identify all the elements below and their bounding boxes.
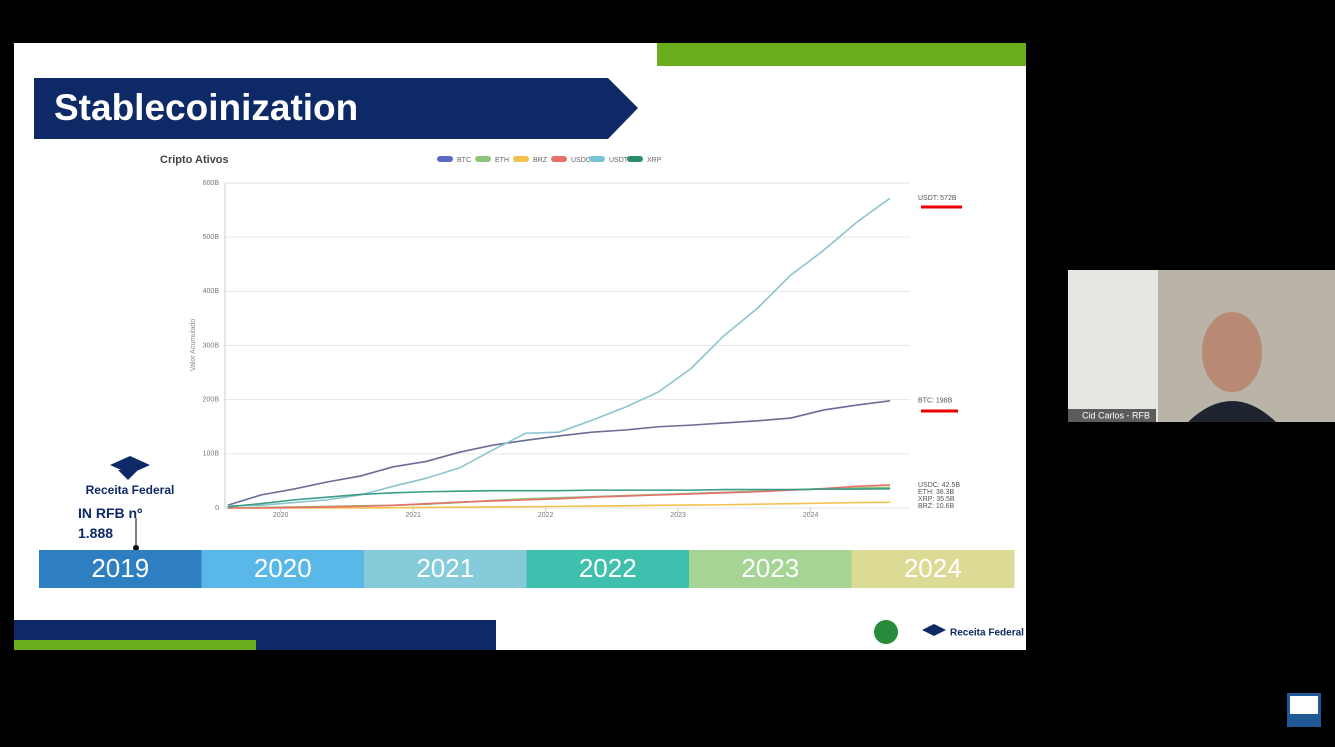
x-tick-label: 2023 bbox=[670, 512, 686, 519]
note-box: IN RFB nº 1.888 bbox=[78, 505, 143, 541]
end-label: ETH: 38.3B bbox=[918, 489, 955, 496]
timeline-year: 2019 bbox=[91, 553, 149, 583]
legend-label: BRZ bbox=[533, 157, 548, 164]
x-tick-label: 2024 bbox=[803, 512, 819, 519]
legend-label: XRP bbox=[647, 157, 662, 164]
legend-swatch bbox=[627, 156, 643, 162]
legend-label: USDC bbox=[571, 157, 591, 164]
timeline-segment bbox=[526, 550, 690, 588]
timeline-year: 2021 bbox=[416, 553, 474, 583]
series-line bbox=[227, 484, 891, 509]
logo-icon-small bbox=[922, 624, 946, 636]
speaker-suit bbox=[1188, 401, 1276, 422]
legend-swatch bbox=[437, 156, 453, 162]
legend-swatch bbox=[475, 156, 491, 162]
logo-text: Receita Federal bbox=[86, 483, 175, 497]
timeline-segment bbox=[689, 550, 852, 588]
timeline-year: 2020 bbox=[254, 553, 312, 583]
timeline-year: 2023 bbox=[741, 553, 799, 583]
green-bar bbox=[657, 43, 1026, 66]
footer-green bbox=[14, 640, 256, 650]
title-banner bbox=[34, 78, 638, 139]
note: IN RFB nº 1.888 bbox=[78, 505, 143, 541]
end-label: USDT: 572B bbox=[918, 195, 957, 202]
legend-swatch bbox=[513, 156, 529, 162]
y-tick-label: 200B bbox=[203, 397, 220, 404]
video-window bbox=[1068, 270, 1158, 422]
end-label: BTC: 198B bbox=[918, 398, 953, 405]
timeline-year: 2024 bbox=[904, 553, 962, 583]
y-tick-label: 400B bbox=[203, 288, 220, 295]
y-tick-label: 300B bbox=[203, 342, 220, 349]
legend-label: ETH bbox=[495, 157, 509, 164]
emblem bbox=[874, 620, 898, 644]
y-tick-label: 600B bbox=[203, 180, 220, 187]
series-line bbox=[227, 197, 891, 507]
chart-title: Cripto Ativos bbox=[160, 154, 229, 166]
timeline-segment bbox=[364, 550, 527, 588]
y-axis-label: Valor Acumulado bbox=[190, 319, 197, 372]
app-icon-inner bbox=[1290, 696, 1318, 714]
y-tick-label: 500B bbox=[203, 234, 220, 241]
timeline-segment bbox=[201, 550, 365, 588]
timeline-segment bbox=[39, 550, 202, 588]
x-tick-label: 2021 bbox=[405, 512, 421, 519]
end-label: USDC: 42.5B bbox=[918, 482, 960, 489]
x-tick-label: 2020 bbox=[273, 512, 289, 519]
x-tick-label: 2022 bbox=[538, 512, 554, 519]
timeline-segment bbox=[851, 550, 1015, 588]
slide-title: Stablecoinization bbox=[54, 87, 358, 128]
series-line bbox=[227, 501, 891, 509]
y-tick-label: 100B bbox=[203, 451, 220, 458]
legend-swatch bbox=[589, 156, 605, 162]
footer-logo-text: Receita Federal bbox=[950, 628, 1024, 639]
participant-name: Cid Carlos - RFB bbox=[1082, 410, 1150, 420]
legend-label: BTC bbox=[457, 157, 471, 164]
name-tag bbox=[1068, 409, 1156, 422]
y-tick-label: 0 bbox=[215, 505, 219, 512]
slide bbox=[14, 43, 1026, 650]
legend-label: USDT bbox=[609, 157, 629, 164]
series-line bbox=[227, 487, 891, 508]
timeline-year: 2022 bbox=[579, 553, 637, 583]
logo-icon bbox=[110, 456, 150, 480]
note-dot bbox=[133, 545, 139, 551]
speaker-face bbox=[1202, 312, 1262, 392]
series-line bbox=[227, 399, 891, 507]
end-label: BRZ: 10.6B bbox=[918, 503, 955, 510]
legend-swatch bbox=[551, 156, 567, 162]
end-label: XRP: 35.5B bbox=[918, 496, 955, 503]
